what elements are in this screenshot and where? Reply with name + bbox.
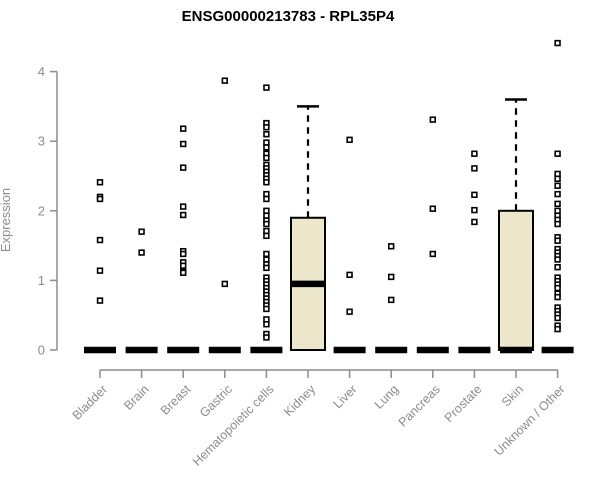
data-point: [387, 296, 395, 304]
data-point: [471, 165, 478, 172]
data-point: [180, 164, 187, 171]
x-axis-label: Liver: [331, 382, 360, 411]
data-point: [180, 140, 187, 148]
data-point: [263, 124, 270, 131]
x-axis-label: Breast: [158, 382, 194, 418]
x-axis-label: Kidney: [281, 382, 318, 419]
data-point: [263, 264, 270, 272]
data-point: [96, 195, 104, 203]
data-point: [429, 116, 436, 123]
data-point: [554, 284, 561, 292]
x-axis-label: Unknown / Other: [491, 382, 567, 458]
data-point: [554, 39, 561, 47]
data-point: [554, 325, 561, 333]
x-axis-label: Prostate: [442, 382, 485, 425]
data-point: [263, 131, 270, 138]
data-point: [429, 250, 436, 258]
data-point: [138, 249, 145, 256]
data-point: [96, 179, 104, 186]
data-point: [387, 243, 395, 250]
data-point: [554, 190, 561, 198]
data-point: [554, 200, 561, 208]
data-point: [554, 256, 561, 263]
data-point: [471, 191, 478, 198]
x-axis-label: Brain: [121, 382, 152, 413]
data-point: [471, 150, 478, 157]
data-point: [180, 211, 187, 219]
data-point: [554, 150, 561, 157]
y-axis-tick-label: 3: [38, 134, 45, 149]
data-point: [346, 271, 353, 279]
x-axis-label: Lung: [372, 382, 402, 412]
data-point: [346, 308, 353, 315]
x-axis-label: Bladder: [70, 382, 110, 422]
data-marks-group: [84, 39, 574, 354]
data-point: [429, 205, 436, 212]
data-point: [221, 77, 228, 84]
data-point: [554, 175, 561, 182]
data-point: [96, 267, 104, 274]
data-point: [554, 263, 561, 271]
data-point: [263, 84, 270, 91]
y-axis-tick-label: 4: [38, 64, 45, 79]
data-point: [263, 154, 270, 162]
data-point: [346, 136, 353, 144]
x-axis-label: Gastric: [197, 382, 235, 420]
data-point: [471, 206, 478, 214]
data-point: [96, 297, 104, 304]
x-axis-label: Hematopoietic cells: [190, 382, 277, 469]
data-point: [554, 220, 561, 228]
data-point: [554, 182, 561, 189]
data-point: [263, 195, 270, 203]
y-axis-title: Expression: [0, 188, 13, 252]
x-axis-label: Pancreas: [396, 382, 443, 429]
data-point: [554, 314, 561, 322]
y-axis-tick-label: 1: [38, 273, 45, 288]
data-point: [180, 262, 187, 269]
data-point: [471, 218, 478, 226]
data-point: [96, 236, 104, 244]
y-axis-tick-label: 2: [38, 203, 45, 218]
data-point: [263, 232, 270, 240]
data-point: [263, 144, 270, 151]
data-point: [180, 269, 187, 276]
data-point: [180, 250, 187, 258]
data-point: [263, 220, 270, 228]
x-axis-label: Skin: [499, 382, 526, 409]
axes-group: 0 1 2 3 4: [38, 64, 559, 378]
data-point: [263, 305, 270, 313]
y-axis-tick-label: 0: [38, 343, 45, 358]
data-point: [554, 237, 561, 244]
data-point: [263, 179, 270, 186]
data-point: [263, 321, 270, 328]
box: [498, 209, 534, 351]
data-point: [387, 273, 395, 281]
data-point: [263, 334, 270, 341]
chart-title: ENSG00000213783 - RPL35P4: [182, 8, 395, 25]
data-point: [180, 125, 187, 132]
data-point: [554, 293, 561, 301]
data-point: [138, 228, 145, 235]
data-point: [221, 280, 228, 288]
data-point: [180, 203, 187, 210]
data-point: [263, 250, 270, 258]
